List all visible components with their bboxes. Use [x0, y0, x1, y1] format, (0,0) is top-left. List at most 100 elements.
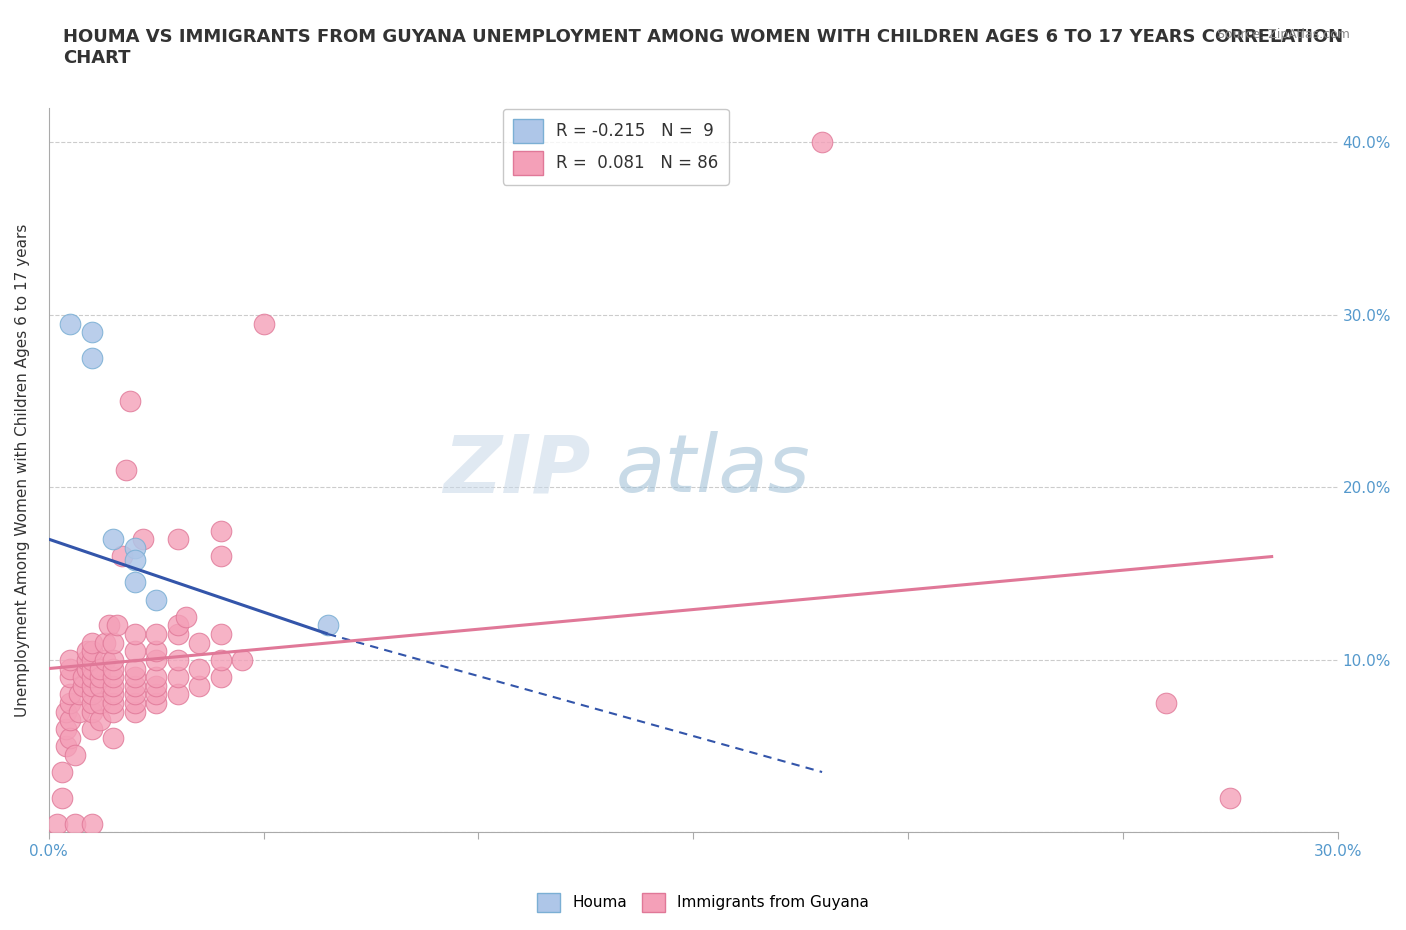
Point: [188, 635, 211, 650]
Point: [46, 817, 69, 831]
Point: [145, 687, 167, 702]
Point: [145, 670, 167, 684]
Point: [59, 316, 82, 331]
Point: [316, 618, 339, 632]
Point: [59, 730, 82, 745]
Point: [89, 696, 111, 711]
Point: [59, 687, 82, 702]
Point: [103, 653, 125, 668]
Point: [80, 817, 103, 831]
Point: [59, 661, 82, 676]
Point: [89, 670, 111, 684]
Point: [124, 704, 146, 719]
Point: [103, 730, 125, 745]
Point: [89, 661, 111, 676]
Point: [209, 523, 232, 538]
Point: [209, 653, 232, 668]
Point: [124, 540, 146, 555]
Point: [59, 670, 82, 684]
Point: [80, 704, 103, 719]
Point: [63, 748, 86, 763]
Point: [80, 687, 103, 702]
Point: [166, 618, 188, 632]
Point: [174, 609, 197, 624]
Point: [115, 463, 138, 478]
Point: [111, 549, 134, 564]
Point: [145, 644, 167, 658]
Point: [55, 704, 77, 719]
Point: [1219, 790, 1241, 805]
Point: [80, 644, 103, 658]
Point: [89, 713, 111, 728]
Point: [103, 635, 125, 650]
Point: [811, 135, 834, 150]
Point: [145, 653, 167, 668]
Point: [80, 678, 103, 693]
Point: [145, 627, 167, 642]
Point: [1154, 696, 1177, 711]
Point: [89, 678, 111, 693]
Point: [59, 653, 82, 668]
Point: [80, 661, 103, 676]
Point: [93, 635, 115, 650]
Point: [103, 678, 125, 693]
Point: [51, 764, 73, 779]
Point: [124, 627, 146, 642]
Legend: Houma, Immigrants from Guyana: Houma, Immigrants from Guyana: [531, 887, 875, 918]
Text: HOUMA VS IMMIGRANTS FROM GUYANA UNEMPLOYMENT AMONG WOMEN WITH CHILDREN AGES 6 TO: HOUMA VS IMMIGRANTS FROM GUYANA UNEMPLOY…: [63, 28, 1343, 67]
Point: [124, 670, 146, 684]
Point: [80, 635, 103, 650]
Point: [124, 552, 146, 567]
Point: [209, 549, 232, 564]
Point: [166, 627, 188, 642]
Point: [63, 817, 86, 831]
Point: [80, 351, 103, 365]
Point: [55, 738, 77, 753]
Point: [188, 661, 211, 676]
Text: Source: ZipAtlas.com: Source: ZipAtlas.com: [1216, 28, 1350, 41]
Point: [209, 670, 232, 684]
Point: [124, 644, 146, 658]
Point: [166, 687, 188, 702]
Legend: R = -0.215   N =  9, R =  0.081   N = 86: R = -0.215 N = 9, R = 0.081 N = 86: [503, 109, 728, 184]
Point: [103, 670, 125, 684]
Point: [76, 661, 98, 676]
Point: [51, 790, 73, 805]
Point: [67, 687, 90, 702]
Point: [124, 678, 146, 693]
Point: [103, 532, 125, 547]
Point: [166, 532, 188, 547]
Point: [80, 722, 103, 737]
Point: [124, 696, 146, 711]
Point: [124, 575, 146, 590]
Point: [132, 532, 155, 547]
Point: [55, 722, 77, 737]
Point: [103, 661, 125, 676]
Point: [124, 687, 146, 702]
Point: [231, 653, 253, 668]
Point: [145, 678, 167, 693]
Point: [76, 653, 98, 668]
Y-axis label: Unemployment Among Women with Children Ages 6 to 17 years: Unemployment Among Women with Children A…: [15, 223, 30, 717]
Point: [72, 670, 94, 684]
Point: [72, 678, 94, 693]
Point: [145, 696, 167, 711]
Point: [80, 325, 103, 339]
Point: [209, 627, 232, 642]
Point: [166, 670, 188, 684]
Point: [103, 696, 125, 711]
Point: [103, 704, 125, 719]
Point: [76, 644, 98, 658]
Point: [166, 653, 188, 668]
Text: ZIP: ZIP: [443, 432, 591, 510]
Point: [80, 653, 103, 668]
Point: [120, 393, 142, 408]
Point: [67, 704, 90, 719]
Point: [97, 618, 120, 632]
Point: [107, 618, 129, 632]
Point: [252, 316, 274, 331]
Text: atlas: atlas: [616, 432, 811, 510]
Point: [59, 713, 82, 728]
Point: [80, 696, 103, 711]
Point: [93, 653, 115, 668]
